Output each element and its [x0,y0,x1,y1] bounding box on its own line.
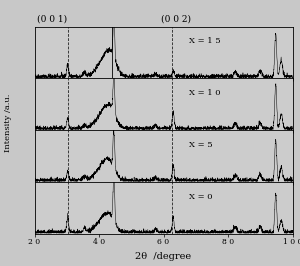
Text: Intensity /a.u.: Intensity /a.u. [4,93,12,152]
Text: (0 0 2): (0 0 2) [161,15,191,24]
Text: X = 0: X = 0 [189,193,213,201]
Text: X = 1 0: X = 1 0 [189,89,221,97]
Text: 2θ  /degree: 2θ /degree [135,252,192,261]
Text: X = 1 5: X = 1 5 [189,37,221,45]
Text: X = 5: X = 5 [189,141,213,149]
Text: (0 0 1): (0 0 1) [38,15,68,24]
